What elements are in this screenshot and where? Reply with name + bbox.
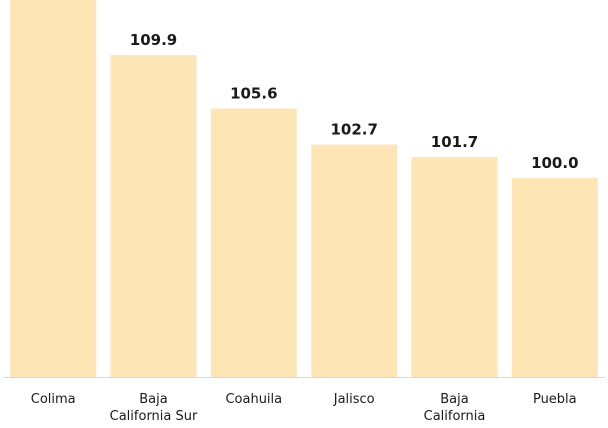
bar [311,144,398,377]
category-label: Baja California [424,392,486,424]
bar [511,178,598,377]
category-label-line: Baja [139,392,167,407]
category-label-line: Coahuila [225,392,282,407]
bar-value-label: 101.7 [431,133,478,151]
bars-group [10,0,598,378]
category-label: Coahuila [225,392,282,407]
category-label-line: California [424,409,486,424]
bar [411,157,498,377]
bar [10,0,97,378]
bar [210,108,297,377]
bar-value-label: 100.0 [531,154,578,172]
category-label-line: Puebla [533,392,577,407]
category-label-line: California Sur [110,409,198,424]
category-label-line: Jalisco [333,392,375,407]
bar-value-label: 105.6 [230,85,277,103]
category-label-line: Colima [31,392,76,407]
category-label: Jalisco [333,392,375,407]
category-label: Puebla [533,392,577,407]
category-label: Baja California Sur [110,392,198,424]
category-labels-group: Colima Baja California Sur Coahuila Jalisco B… [31,392,577,424]
bar-value-label: 102.7 [330,121,377,139]
category-label-line: Baja [440,392,468,407]
bar-value-label: 109.9 [130,31,177,49]
category-label: Colima [31,392,76,407]
bar [110,55,197,377]
